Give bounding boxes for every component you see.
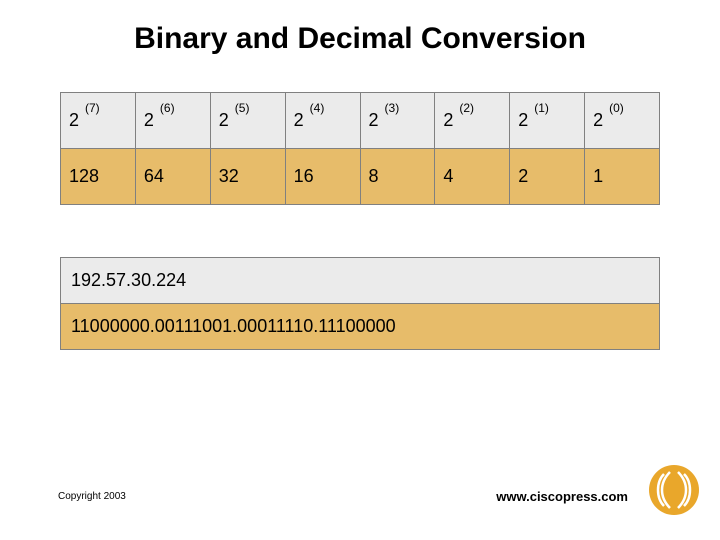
power-base: 2 (443, 110, 453, 131)
power-base: 2 (144, 110, 154, 131)
power-exp: (5) (235, 101, 250, 115)
power-exp: (3) (385, 101, 400, 115)
power-base: 2 (219, 110, 229, 131)
value-cell: 8 (360, 149, 435, 205)
page-title: Binary and Decimal Conversion (0, 0, 720, 92)
power-base: 2 (369, 110, 379, 131)
footer: Copyright 2003 www.ciscopress.com (58, 466, 700, 516)
value-cell: 64 (135, 149, 210, 205)
ip-decimal-cell: 192.57.30.224 (61, 258, 660, 304)
power-exp: (1) (534, 101, 549, 115)
power-base: 2 (593, 110, 603, 131)
power-exp: (2) (459, 101, 474, 115)
ip-table: 192.57.30.224 11000000.00111001.00011110… (60, 257, 660, 350)
power-cell: 2 (2) (435, 93, 510, 149)
power-exp: (7) (85, 101, 100, 115)
power-cell: 2 (6) (135, 93, 210, 149)
power-cell: 2 (4) (285, 93, 360, 149)
power-cell: 2 (1) (510, 93, 585, 149)
value-cell: 16 (285, 149, 360, 205)
power-exp: (0) (609, 101, 624, 115)
power-base: 2 (69, 110, 79, 131)
power-cell: 2 (7) (61, 93, 136, 149)
value-cell: 128 (61, 149, 136, 205)
ip-binary-cell: 11000000.00111001.00011110.11100000 (61, 304, 660, 350)
value-cell: 32 (210, 149, 285, 205)
power-cell: 2 (5) (210, 93, 285, 149)
power-cell: 2 (3) (360, 93, 435, 149)
power-exp: (4) (310, 101, 325, 115)
value-cell: 4 (435, 149, 510, 205)
values-row: 128 64 32 16 8 4 2 1 (61, 149, 660, 205)
footer-url: www.ciscopress.com (496, 489, 628, 504)
power-exp: (6) (160, 101, 175, 115)
power-base: 2 (294, 110, 304, 131)
copyright-text: Copyright 2003 (58, 491, 126, 502)
powers-table: 2(7) 2(6) 2(5) 2(4) 2(3) 2(2) 2(1) 2(0) … (60, 92, 660, 205)
power-base: 2 (518, 110, 528, 131)
logo-icon (648, 464, 700, 516)
value-cell: 1 (585, 149, 660, 205)
powers-row: 2 (7) 2 (6) 2 (5) 2 (4) 2 (3) 2 (2) 2 (1) 2 (0) (61, 93, 660, 149)
value-cell: 2 (510, 149, 585, 205)
power-cell: 2 (0) (585, 93, 660, 149)
